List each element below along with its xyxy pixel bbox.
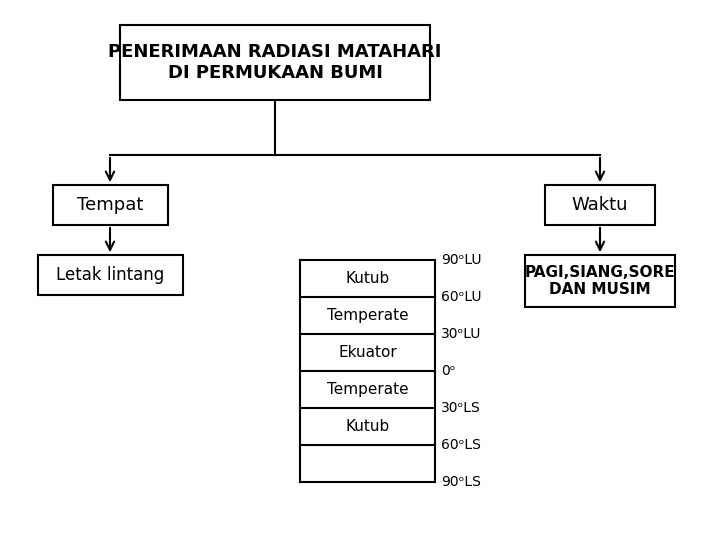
Text: 90ᵒLS: 90ᵒLS [441,475,481,489]
Text: 60ᵒLU: 60ᵒLU [441,290,482,304]
Text: Tempat: Tempat [77,196,143,214]
Text: PAGI,SIANG,SORE
DAN MUSIM: PAGI,SIANG,SORE DAN MUSIM [525,265,675,297]
Text: 30ᵒLU: 30ᵒLU [441,327,482,341]
Text: 60ᵒLS: 60ᵒLS [441,438,481,452]
Text: Waktu: Waktu [572,196,629,214]
Bar [53,185,168,225]
Bar [525,255,675,307]
Text: Kutub: Kutub [346,419,390,434]
Text: Temperate: Temperate [327,382,408,397]
Text: 30ᵒLS: 30ᵒLS [441,401,481,415]
Text: PENERIMAAN RADIASI MATAHARI
DI PERMUKAAN BUMI: PENERIMAAN RADIASI MATAHARI DI PERMUKAAN… [108,43,441,82]
Text: Ekuator: Ekuator [338,345,397,360]
Bar [545,185,655,225]
Text: 0ᵒ: 0ᵒ [441,364,456,378]
Bar [37,255,182,295]
Bar [120,25,430,100]
Text: Kutub: Kutub [346,271,390,286]
Text: Letak lintang: Letak lintang [56,266,164,284]
Text: 90ᵒLU: 90ᵒLU [441,253,482,267]
Text: Temperate: Temperate [327,308,408,323]
